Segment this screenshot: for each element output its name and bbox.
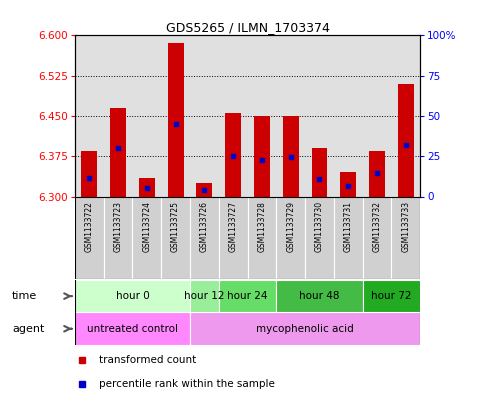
Bar bbox=[190, 196, 219, 279]
Text: GSM1133730: GSM1133730 bbox=[315, 200, 324, 252]
Bar bbox=[110, 108, 126, 196]
Bar bbox=[75, 196, 104, 279]
Bar bbox=[369, 151, 385, 196]
Bar bbox=[391, 196, 420, 279]
Text: GSM1133729: GSM1133729 bbox=[286, 200, 295, 252]
Bar bbox=[197, 183, 213, 196]
Bar bbox=[398, 84, 414, 196]
Bar bbox=[276, 280, 363, 312]
Text: transformed count: transformed count bbox=[99, 355, 196, 365]
Text: GSM1133724: GSM1133724 bbox=[142, 200, 151, 252]
Bar bbox=[168, 44, 184, 196]
Text: GSM1133723: GSM1133723 bbox=[114, 200, 123, 252]
Bar bbox=[132, 196, 161, 279]
Text: GSM1133727: GSM1133727 bbox=[228, 200, 238, 252]
Title: GDS5265 / ILMN_1703374: GDS5265 / ILMN_1703374 bbox=[166, 21, 329, 34]
Bar bbox=[247, 196, 276, 279]
Text: hour 24: hour 24 bbox=[227, 291, 268, 301]
Bar bbox=[312, 148, 327, 196]
Bar bbox=[81, 151, 97, 196]
Bar bbox=[334, 196, 363, 279]
Text: hour 72: hour 72 bbox=[371, 291, 412, 301]
Bar bbox=[305, 196, 334, 279]
Text: agent: agent bbox=[12, 324, 44, 334]
Bar bbox=[363, 196, 391, 279]
Text: hour 48: hour 48 bbox=[299, 291, 340, 301]
Text: GSM1133726: GSM1133726 bbox=[200, 200, 209, 252]
Bar bbox=[283, 116, 298, 196]
Text: time: time bbox=[12, 291, 37, 301]
Text: GSM1133725: GSM1133725 bbox=[171, 200, 180, 252]
Bar bbox=[104, 196, 132, 279]
Bar bbox=[225, 113, 241, 196]
Text: untreated control: untreated control bbox=[87, 324, 178, 334]
Text: hour 12: hour 12 bbox=[184, 291, 225, 301]
Bar bbox=[219, 196, 247, 279]
Bar bbox=[219, 280, 276, 312]
Text: mycophenolic acid: mycophenolic acid bbox=[256, 324, 354, 334]
Bar bbox=[254, 116, 270, 196]
Text: GSM1133733: GSM1133733 bbox=[401, 200, 411, 252]
Bar bbox=[341, 173, 356, 196]
Bar bbox=[161, 196, 190, 279]
Bar bbox=[139, 178, 155, 196]
Text: GSM1133728: GSM1133728 bbox=[257, 200, 267, 252]
Text: percentile rank within the sample: percentile rank within the sample bbox=[99, 378, 275, 389]
Text: GSM1133732: GSM1133732 bbox=[372, 200, 382, 252]
Bar bbox=[75, 280, 190, 312]
Bar bbox=[363, 280, 420, 312]
Bar bbox=[190, 312, 420, 345]
Text: hour 0: hour 0 bbox=[115, 291, 149, 301]
Bar bbox=[190, 280, 219, 312]
Bar bbox=[75, 312, 190, 345]
Bar bbox=[276, 196, 305, 279]
Text: GSM1133731: GSM1133731 bbox=[344, 200, 353, 252]
Text: GSM1133722: GSM1133722 bbox=[85, 200, 94, 252]
